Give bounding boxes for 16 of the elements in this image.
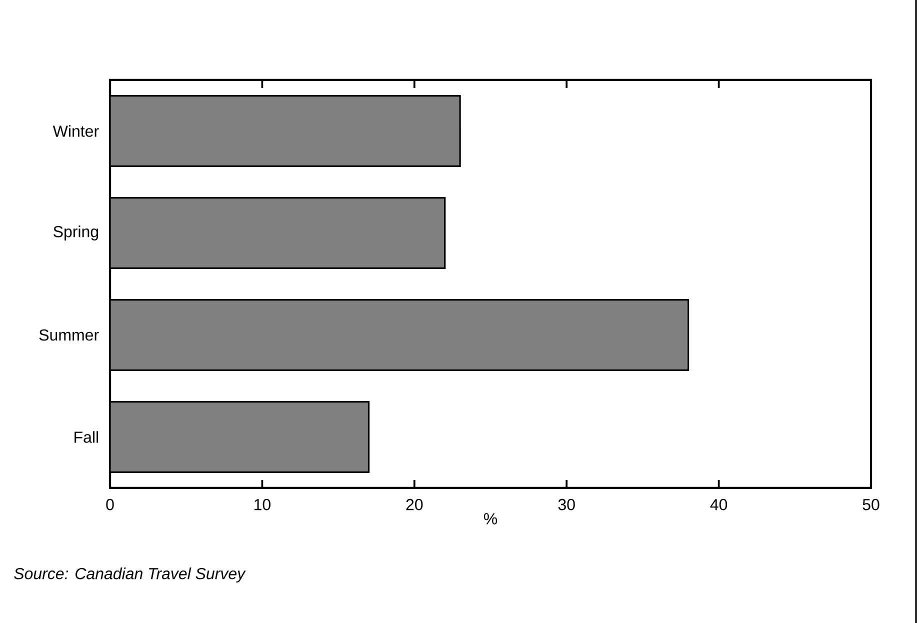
bar	[110, 197, 446, 269]
x-tick-label: 10	[254, 498, 270, 510]
x-tick-label: 30	[558, 498, 575, 510]
y-tick-label: Fall	[74, 431, 98, 443]
y-tick-label: Spring	[54, 226, 98, 240]
bar	[110, 95, 461, 167]
x-tick-label: 50	[862, 498, 880, 510]
y-tick-label: Summer	[39, 329, 99, 341]
x-tick-label: 0	[106, 498, 114, 510]
y-tick-label: Winter	[52, 125, 99, 137]
x-tick-label: 20	[406, 498, 423, 510]
source-note: Source: Canadian Travel Survey	[14, 568, 246, 582]
x-tick-label: 40	[710, 498, 728, 510]
bar	[110, 401, 370, 473]
bar	[110, 299, 690, 371]
x-axis-title: %	[484, 513, 498, 524]
